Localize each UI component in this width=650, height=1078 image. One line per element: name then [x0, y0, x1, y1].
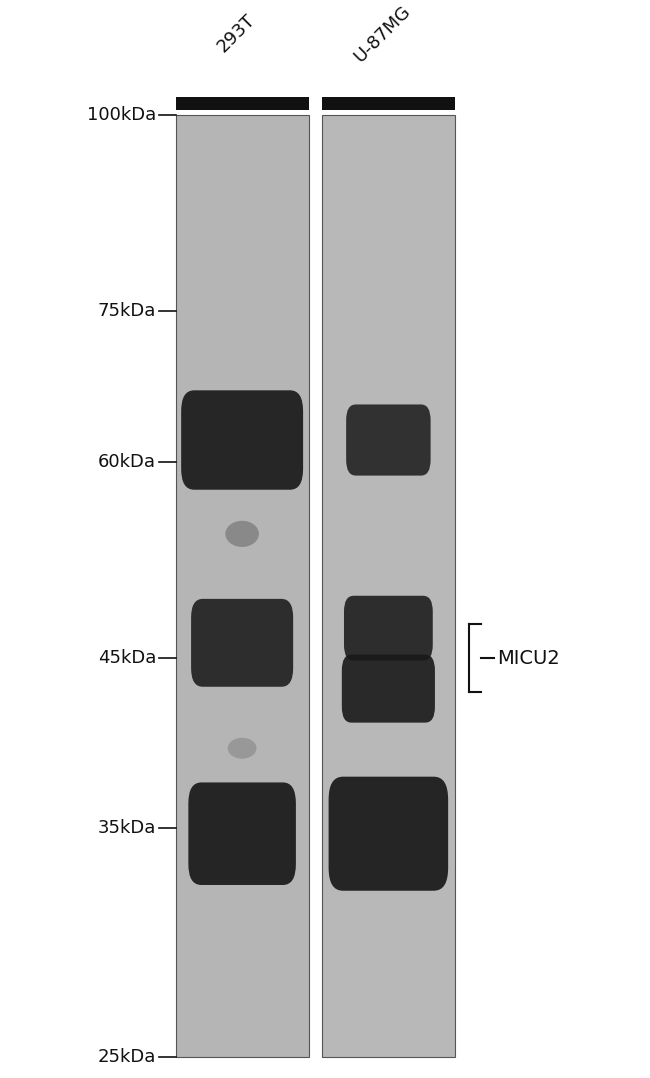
Text: 293T: 293T — [213, 11, 258, 56]
Bar — [176, 115, 309, 1058]
FancyBboxPatch shape — [181, 390, 303, 489]
Ellipse shape — [226, 521, 259, 547]
Ellipse shape — [227, 737, 257, 759]
FancyBboxPatch shape — [188, 783, 296, 885]
Text: 100kDa: 100kDa — [86, 107, 156, 124]
Text: MICU2: MICU2 — [497, 649, 560, 668]
Text: 35kDa: 35kDa — [98, 819, 156, 838]
FancyBboxPatch shape — [342, 654, 435, 722]
Text: 25kDa: 25kDa — [98, 1048, 156, 1066]
Bar — [322, 115, 455, 1058]
Bar — [176, 97, 309, 110]
Bar — [322, 97, 455, 110]
Text: 45kDa: 45kDa — [98, 649, 156, 667]
FancyBboxPatch shape — [329, 776, 448, 890]
Text: 60kDa: 60kDa — [98, 454, 156, 471]
FancyBboxPatch shape — [191, 599, 293, 687]
FancyBboxPatch shape — [346, 404, 430, 475]
Text: 75kDa: 75kDa — [98, 302, 156, 320]
Text: U-87MG: U-87MG — [350, 2, 414, 66]
FancyBboxPatch shape — [344, 596, 433, 661]
